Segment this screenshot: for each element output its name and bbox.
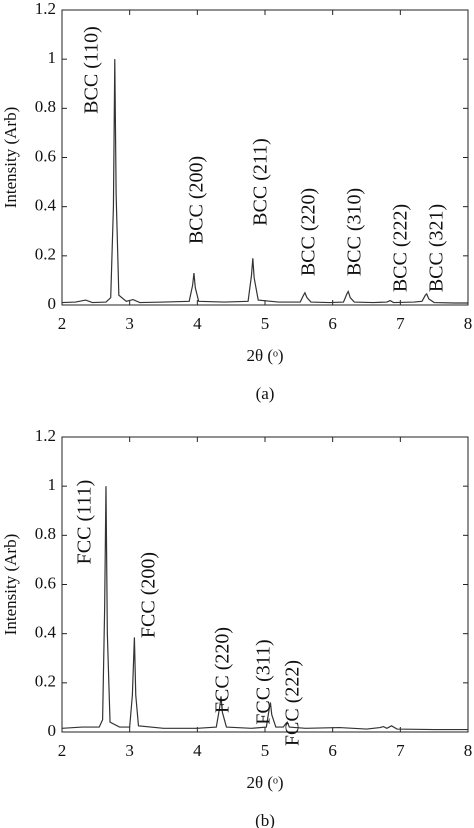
spectrum-line [61,59,468,304]
x-tick-label: 6 [328,741,337,760]
y-tick-label: 1 [48,475,57,494]
y-tick-label: 1.2 [35,0,56,18]
x-tick-label: 7 [396,314,405,333]
y-tick-label: 0.8 [35,524,56,543]
x-tick-label: 4 [193,314,202,333]
x-tick-label: 5 [261,741,270,760]
x-axis-label: 2θ (ᵒ) [246,773,283,792]
x-axis-label: 2θ (ᵒ) [246,346,283,365]
subfigure-caption: (a) [256,384,275,403]
axes-box [61,9,469,306]
x-tick-label: 4 [193,741,202,760]
x-tick-label: 3 [125,314,134,333]
spectrum-line [61,486,468,731]
peak-label: BCC (110) [81,26,103,114]
y-tick-label: 0.4 [35,623,57,642]
y-axis-label: Intensity (Arb) [1,107,20,209]
x-tick-label: 3 [125,741,134,760]
y-tick-label: 0.8 [35,97,56,116]
peak-label: FCC (311) [253,639,275,724]
peak-label: BCC (222) [390,204,412,292]
peak-label: FCC (200) [138,552,160,638]
y-tick-label: 0 [48,294,57,313]
peak-label: BCC (310) [344,188,366,276]
y-tick-label: 0 [48,721,57,740]
peak-label: FCC (222) [282,660,304,746]
peak-label: FCC (220) [212,627,234,713]
x-tick-label: 8 [464,741,473,760]
y-axis-label: Intensity (Arb) [1,534,20,636]
x-tick-label: 6 [328,314,337,333]
x-tick-label: 5 [261,314,270,333]
peak-label: BCC (220) [298,188,320,276]
y-tick-label: 1.2 [35,426,56,445]
y-tick-label: 1 [48,48,57,67]
y-tick-label: 0.6 [35,573,56,592]
axes-box [61,436,469,733]
x-tick-label: 2 [58,741,67,760]
x-tick-label: 7 [396,741,405,760]
y-tick-label: 0.4 [35,196,57,215]
peak-label: BCC (321) [426,204,448,292]
subfigure-caption: (b) [255,811,275,828]
y-tick-label: 0.6 [35,146,56,165]
x-tick-label: 8 [464,314,473,333]
y-tick-label: 0.2 [35,672,56,691]
y-tick-label: 0.2 [35,245,56,264]
peak-label: FCC (111) [74,480,96,565]
x-tick-label: 2 [58,314,67,333]
peak-label: BCC (200) [186,156,208,244]
peak-label: BCC (211) [250,138,272,226]
